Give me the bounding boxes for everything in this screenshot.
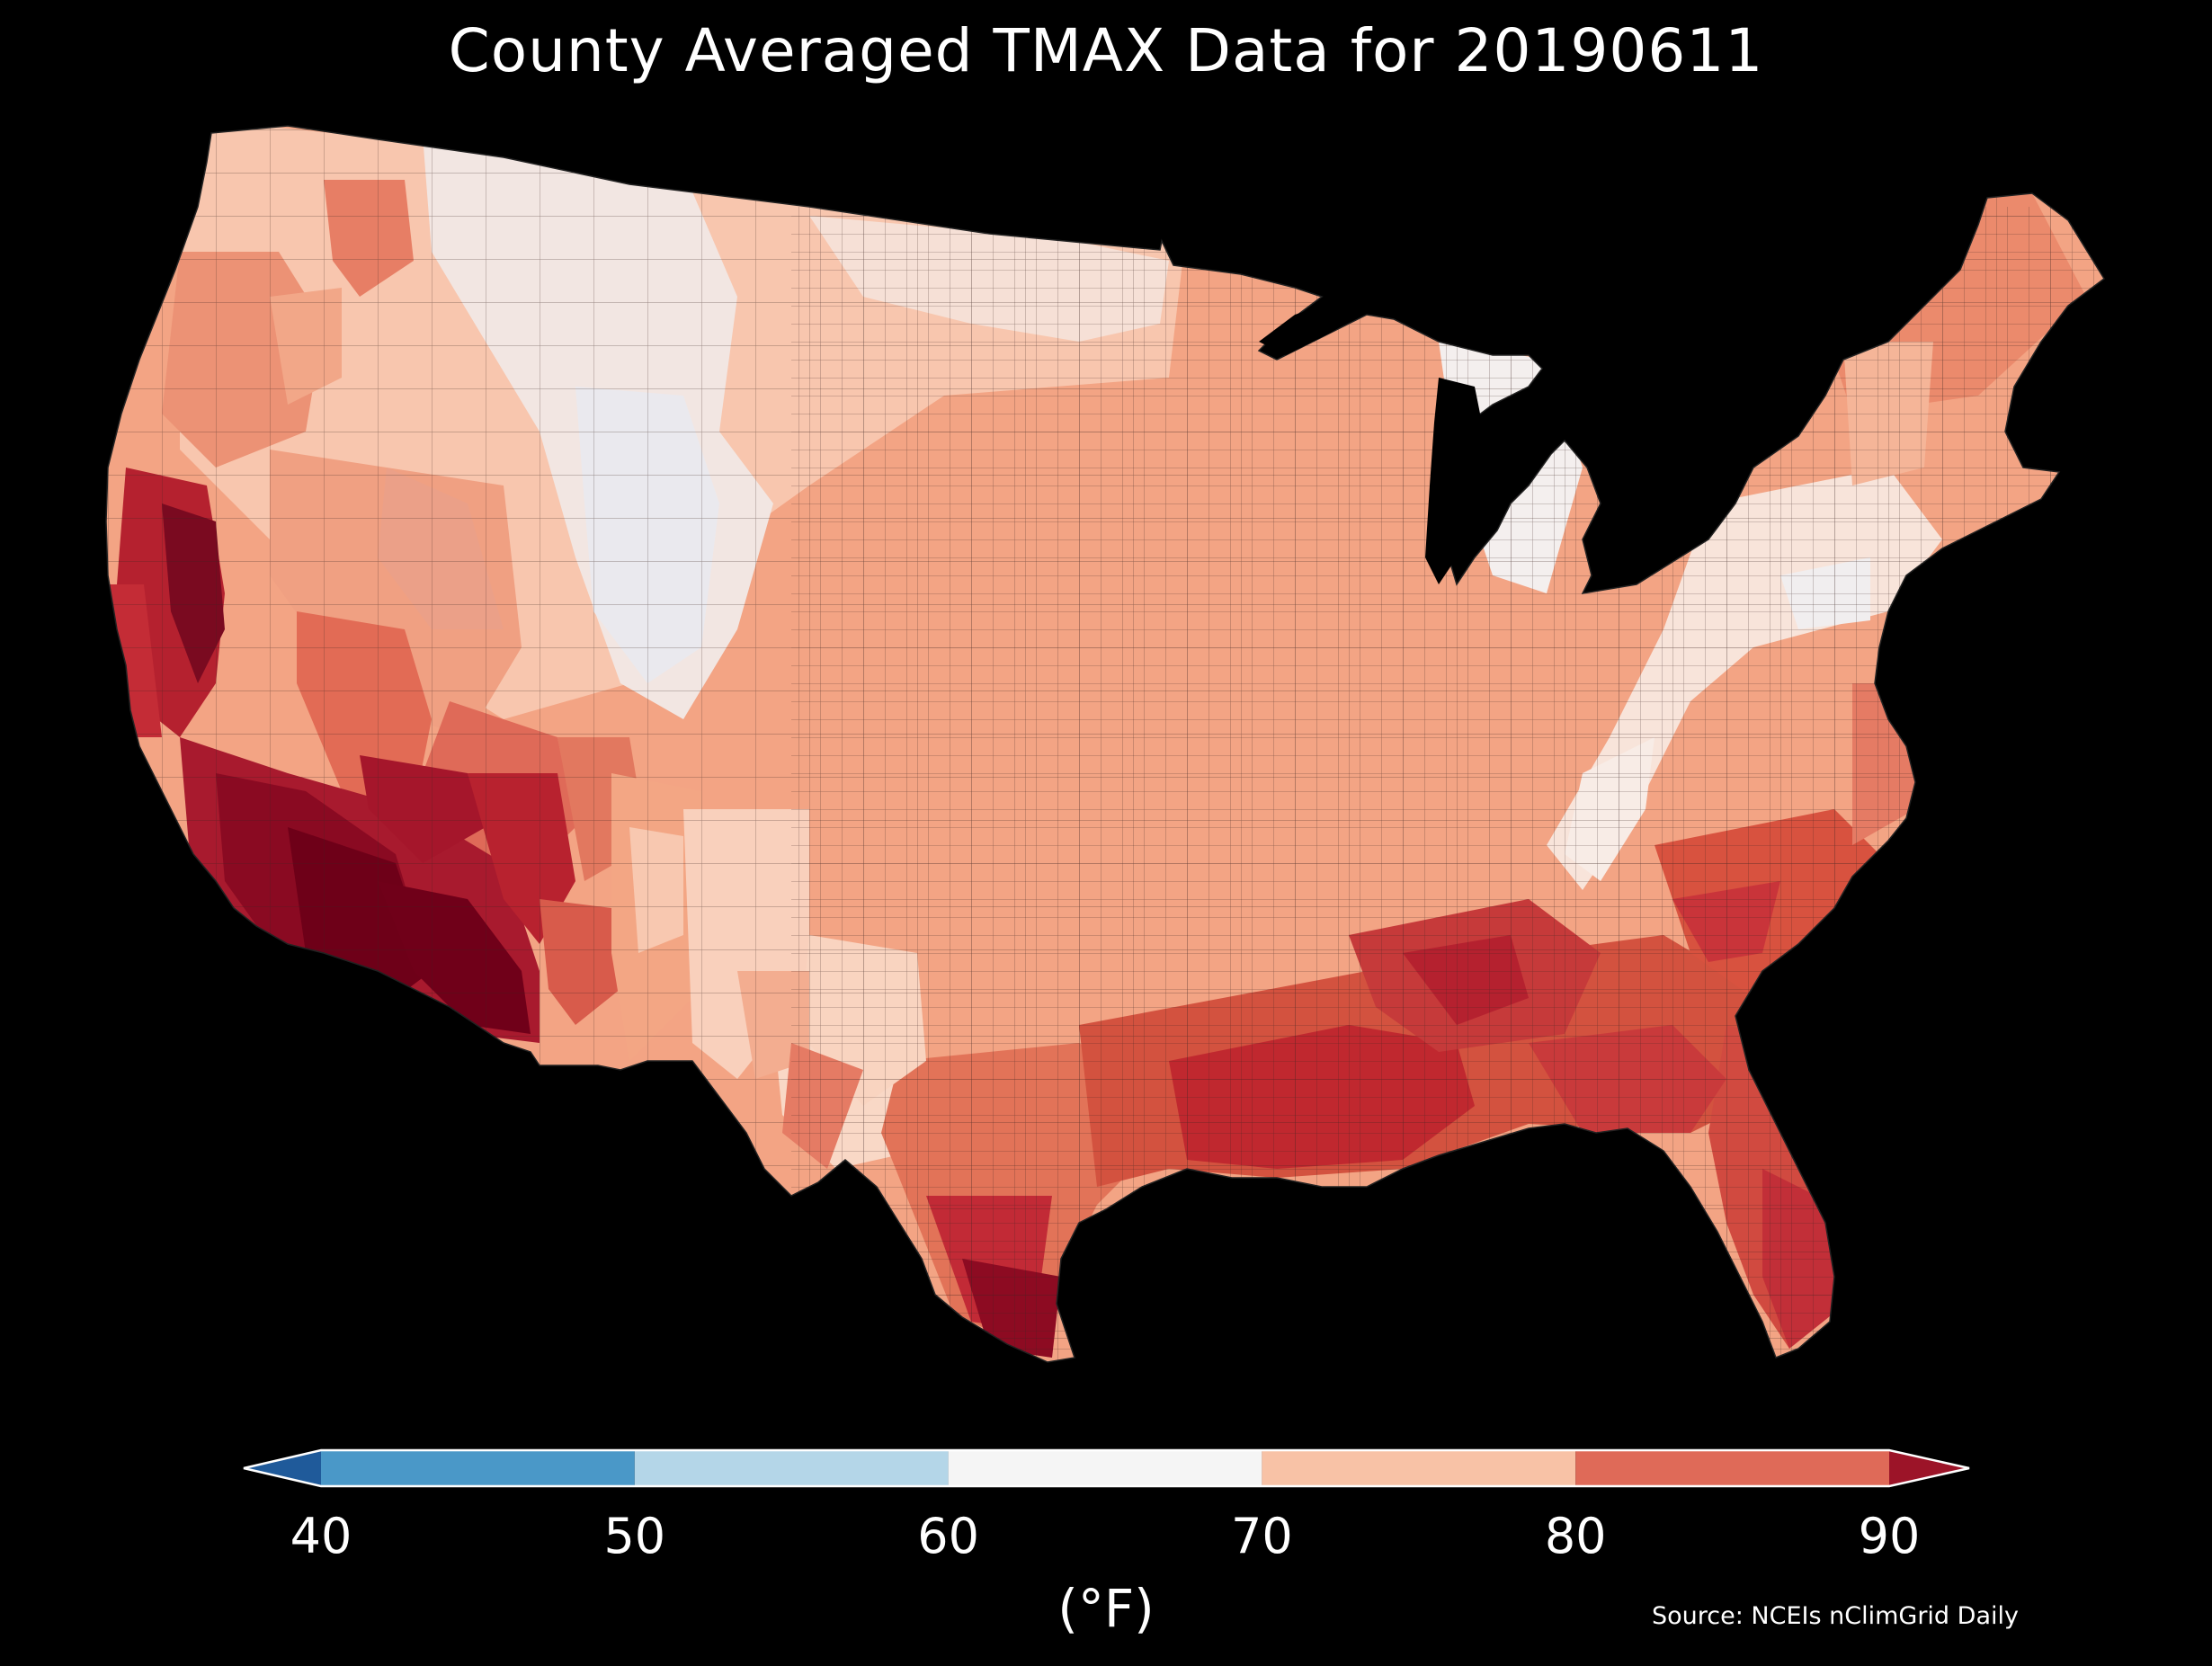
colorbar-unit-label: (°F): [1057, 1578, 1155, 1639]
colorbar-tick-label: 50: [603, 1508, 666, 1564]
colorbar-tick-label: 80: [1544, 1508, 1607, 1564]
colorbar-tick-label: 60: [917, 1508, 979, 1564]
colorbar-tick-label: 40: [290, 1508, 352, 1564]
lake-michigan: [1425, 378, 1484, 584]
colorbar-bin: [1575, 1450, 1889, 1486]
lake-superior: [1259, 283, 1385, 355]
colorbar-outline: [243, 1448, 1970, 1488]
source-credit: Source: NCEIs nClimGrid Daily: [1652, 1602, 2019, 1630]
colorbar-bin: [634, 1450, 949, 1486]
colorbar-tick-label: 90: [1858, 1508, 1921, 1564]
colorbar-bin: [1262, 1450, 1576, 1486]
map-title: County Averaged TMAX Data for 20190611: [448, 16, 1764, 85]
colorbar-bin: [948, 1450, 1262, 1486]
colorbar-extend-low: [244, 1450, 321, 1486]
colorbar-tick-label: 70: [1231, 1508, 1293, 1564]
colorbar-extend-high: [1889, 1450, 1969, 1486]
colorbar-bin: [321, 1450, 635, 1486]
